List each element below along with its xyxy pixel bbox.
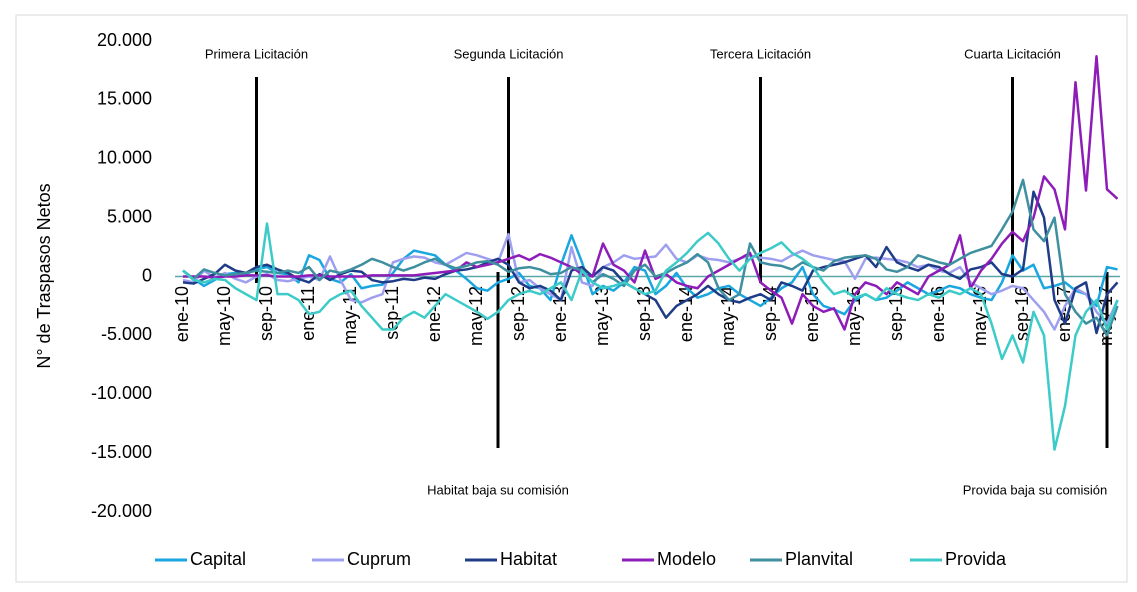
y-tick-label: -15.000 <box>91 442 152 462</box>
y-tick-label: 15.000 <box>97 89 152 109</box>
x-tick-label: sep-14 <box>760 286 780 341</box>
x-tick-label: ene-15 <box>802 286 822 342</box>
y-tick-label: 20.000 <box>97 30 152 50</box>
x-tick-label: sep-12 <box>508 286 528 341</box>
annotation-label: Tercera Licitación <box>710 46 811 61</box>
x-tick-label: may-13 <box>592 286 612 346</box>
series-line <box>183 55 1119 331</box>
y-axis-title: N° de Traspasos Netos <box>34 183 54 368</box>
x-tick-label: may-10 <box>214 286 234 346</box>
annotation-label: Primera Licitación <box>205 46 308 61</box>
y-tick-label: -20.000 <box>91 501 152 521</box>
series-line <box>182 222 1119 451</box>
x-tick-label: sep-10 <box>256 286 276 341</box>
series-line <box>182 190 1119 335</box>
x-tick-label: ene-14 <box>676 286 696 342</box>
y-tick-label: -10.000 <box>91 383 152 403</box>
x-tick-label: ene-13 <box>550 286 570 342</box>
y-tick-label: 0 <box>142 265 152 285</box>
legend-label: Cuprum <box>347 549 411 569</box>
legend-label: Provida <box>945 549 1007 569</box>
x-tick-label: may-17 <box>1096 286 1116 346</box>
legend-label: Habitat <box>500 549 557 569</box>
y-tick-label: 5.000 <box>107 206 152 226</box>
legend-label: Modelo <box>657 549 716 569</box>
y-tick-label: -5.000 <box>101 324 152 344</box>
x-tick-label: sep-13 <box>634 286 654 341</box>
x-tick-label: ene-10 <box>172 286 192 342</box>
x-tick-label: may-12 <box>466 286 486 346</box>
annotation-label: Cuarta Licitación <box>964 46 1061 61</box>
annotation-label: Habitat baja su comisión <box>427 482 569 497</box>
x-tick-label: ene-16 <box>928 286 948 342</box>
x-tick-label: may-15 <box>844 286 864 346</box>
legend-label: Capital <box>190 549 246 569</box>
series-line <box>182 178 1119 337</box>
x-tick-label: sep-16 <box>1012 286 1032 341</box>
annotation-label: Provida baja su comisión <box>963 482 1108 497</box>
x-tick-label: sep-11 <box>382 286 402 340</box>
x-tick-label: may-11 <box>340 286 360 345</box>
series-line <box>182 234 1118 316</box>
legend-label: Planvital <box>785 549 853 569</box>
annotation-label: Segunda Licitación <box>454 46 564 61</box>
y-tick-label: 10.000 <box>97 148 152 168</box>
x-tick-label: sep-15 <box>886 286 906 341</box>
